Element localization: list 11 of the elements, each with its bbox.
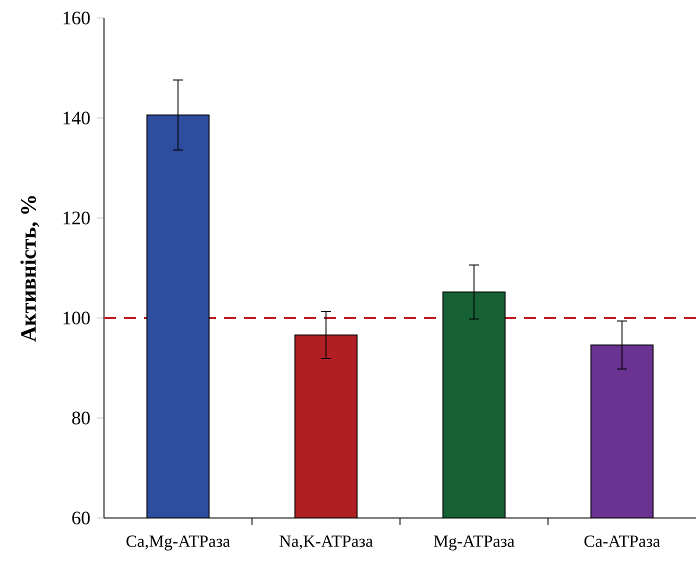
y-tick-label: 120 (64, 212, 90, 224)
y-axis-title: Активність, % (20, 196, 40, 342)
y-tick-label: 60 (72, 512, 90, 524)
x-tick-label: Ca-ATPаза (584, 536, 660, 547)
y-tick-label: 140 (64, 112, 90, 124)
x-tick-label: Na,K-ATPаза (279, 536, 373, 550)
y-tick-label: 160 (64, 12, 90, 24)
y-tick-label: 80 (72, 412, 90, 424)
x-tick-label: Ca,Mg-ATPаза (126, 536, 230, 550)
x-tick-label: Mg-ATPаза (434, 536, 514, 550)
y-tick-label: 100 (64, 312, 90, 324)
